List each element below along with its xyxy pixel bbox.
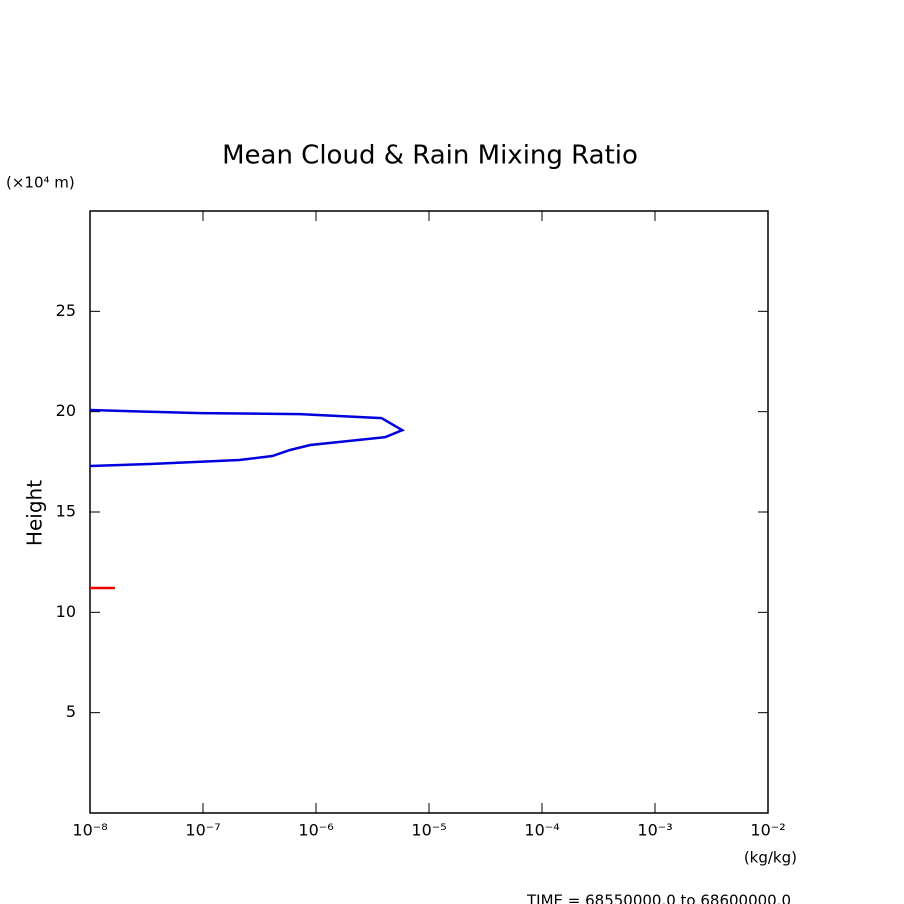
y-unit: (×10⁴ m) (6, 174, 75, 192)
footer: TIME = 68550000.0 to 68600000.0 (526, 892, 791, 904)
y-tick-label: 10 (56, 602, 76, 621)
y-tick-label: 15 (56, 502, 76, 521)
y-tick-label: 25 (56, 301, 76, 320)
chart-title: Mean Cloud & Rain Mixing Ratio (222, 141, 638, 171)
data-line (89, 408, 406, 468)
y-tick-label: 5 (66, 702, 76, 721)
x-tick-label: 10⁻⁴ (524, 821, 559, 840)
x-tick-label: 10⁻⁵ (411, 821, 446, 840)
x-unit: (kg/kg) (744, 849, 797, 867)
y-tick-label: 20 (56, 401, 76, 420)
x-tick-label: 10⁻⁸ (72, 821, 107, 840)
x-tick-label: 10⁻⁶ (298, 821, 333, 840)
y-axis-label: Height (23, 480, 47, 546)
plot-frame (89, 210, 769, 814)
x-tick-label: 10⁻³ (637, 821, 672, 840)
x-tick-label: 10⁻² (750, 821, 785, 840)
x-tick-label: 10⁻⁷ (185, 821, 220, 840)
